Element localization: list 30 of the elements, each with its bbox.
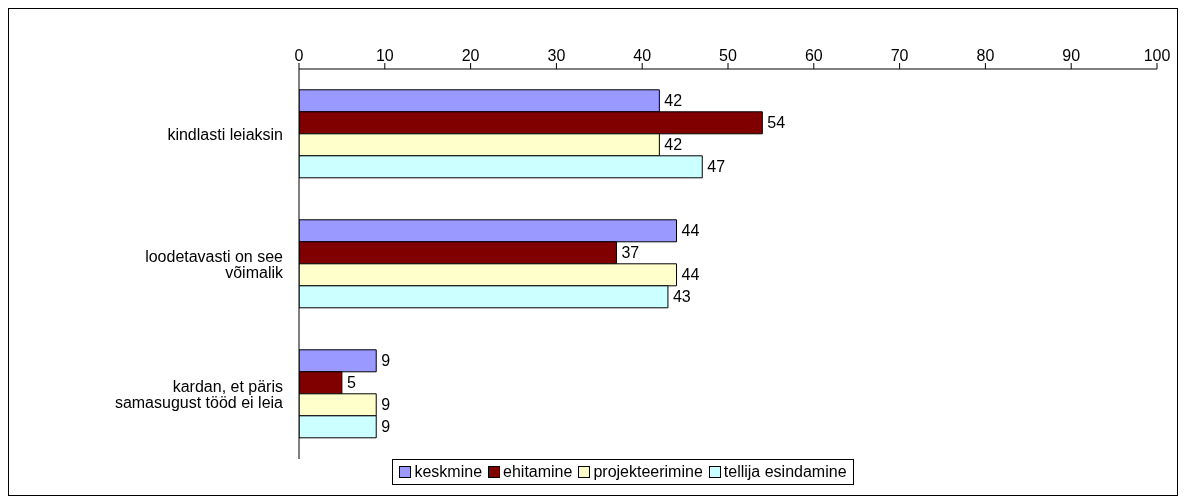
legend-label: keskmine [413,463,483,481]
x-tick-label: 80 [976,47,995,64]
data-label: 9 [381,418,391,436]
x-tick-label: 90 [1062,47,1081,64]
x-tick-label: 0 [294,47,304,64]
x-tick-label: 100 [1143,47,1171,64]
y-tick-label: kindlasti leiaksin [167,125,283,143]
data-label: 5 [346,374,356,392]
data-label: 44 [681,266,700,284]
x-tick-label: 20 [461,47,480,64]
legend-label: ehitamine [502,463,573,481]
y-tick-label: loodetavasti on see võimalik [145,247,284,281]
legend-label: tellija esindamine [722,463,847,481]
data-label: 42 [664,92,683,110]
data-label: 47 [707,158,726,176]
x-tick-label: 60 [804,47,823,64]
x-tick-label: 10 [375,47,394,64]
y-tick-label: kardan, et päris samasugust tööd ei leia [114,377,284,411]
legend-label: projekteerimine [592,463,703,481]
data-label: 43 [672,288,691,306]
x-tick-label: 50 [719,47,737,64]
x-tick-label: 30 [547,47,566,64]
x-tick-label: 40 [633,47,652,64]
data-label: 9 [381,396,391,414]
data-label: 42 [664,136,683,154]
data-label: 54 [767,114,786,132]
x-tick-label: 70 [890,47,909,64]
data-label: 44 [681,222,700,240]
data-label: 9 [381,352,391,370]
data-label: 37 [621,244,640,262]
